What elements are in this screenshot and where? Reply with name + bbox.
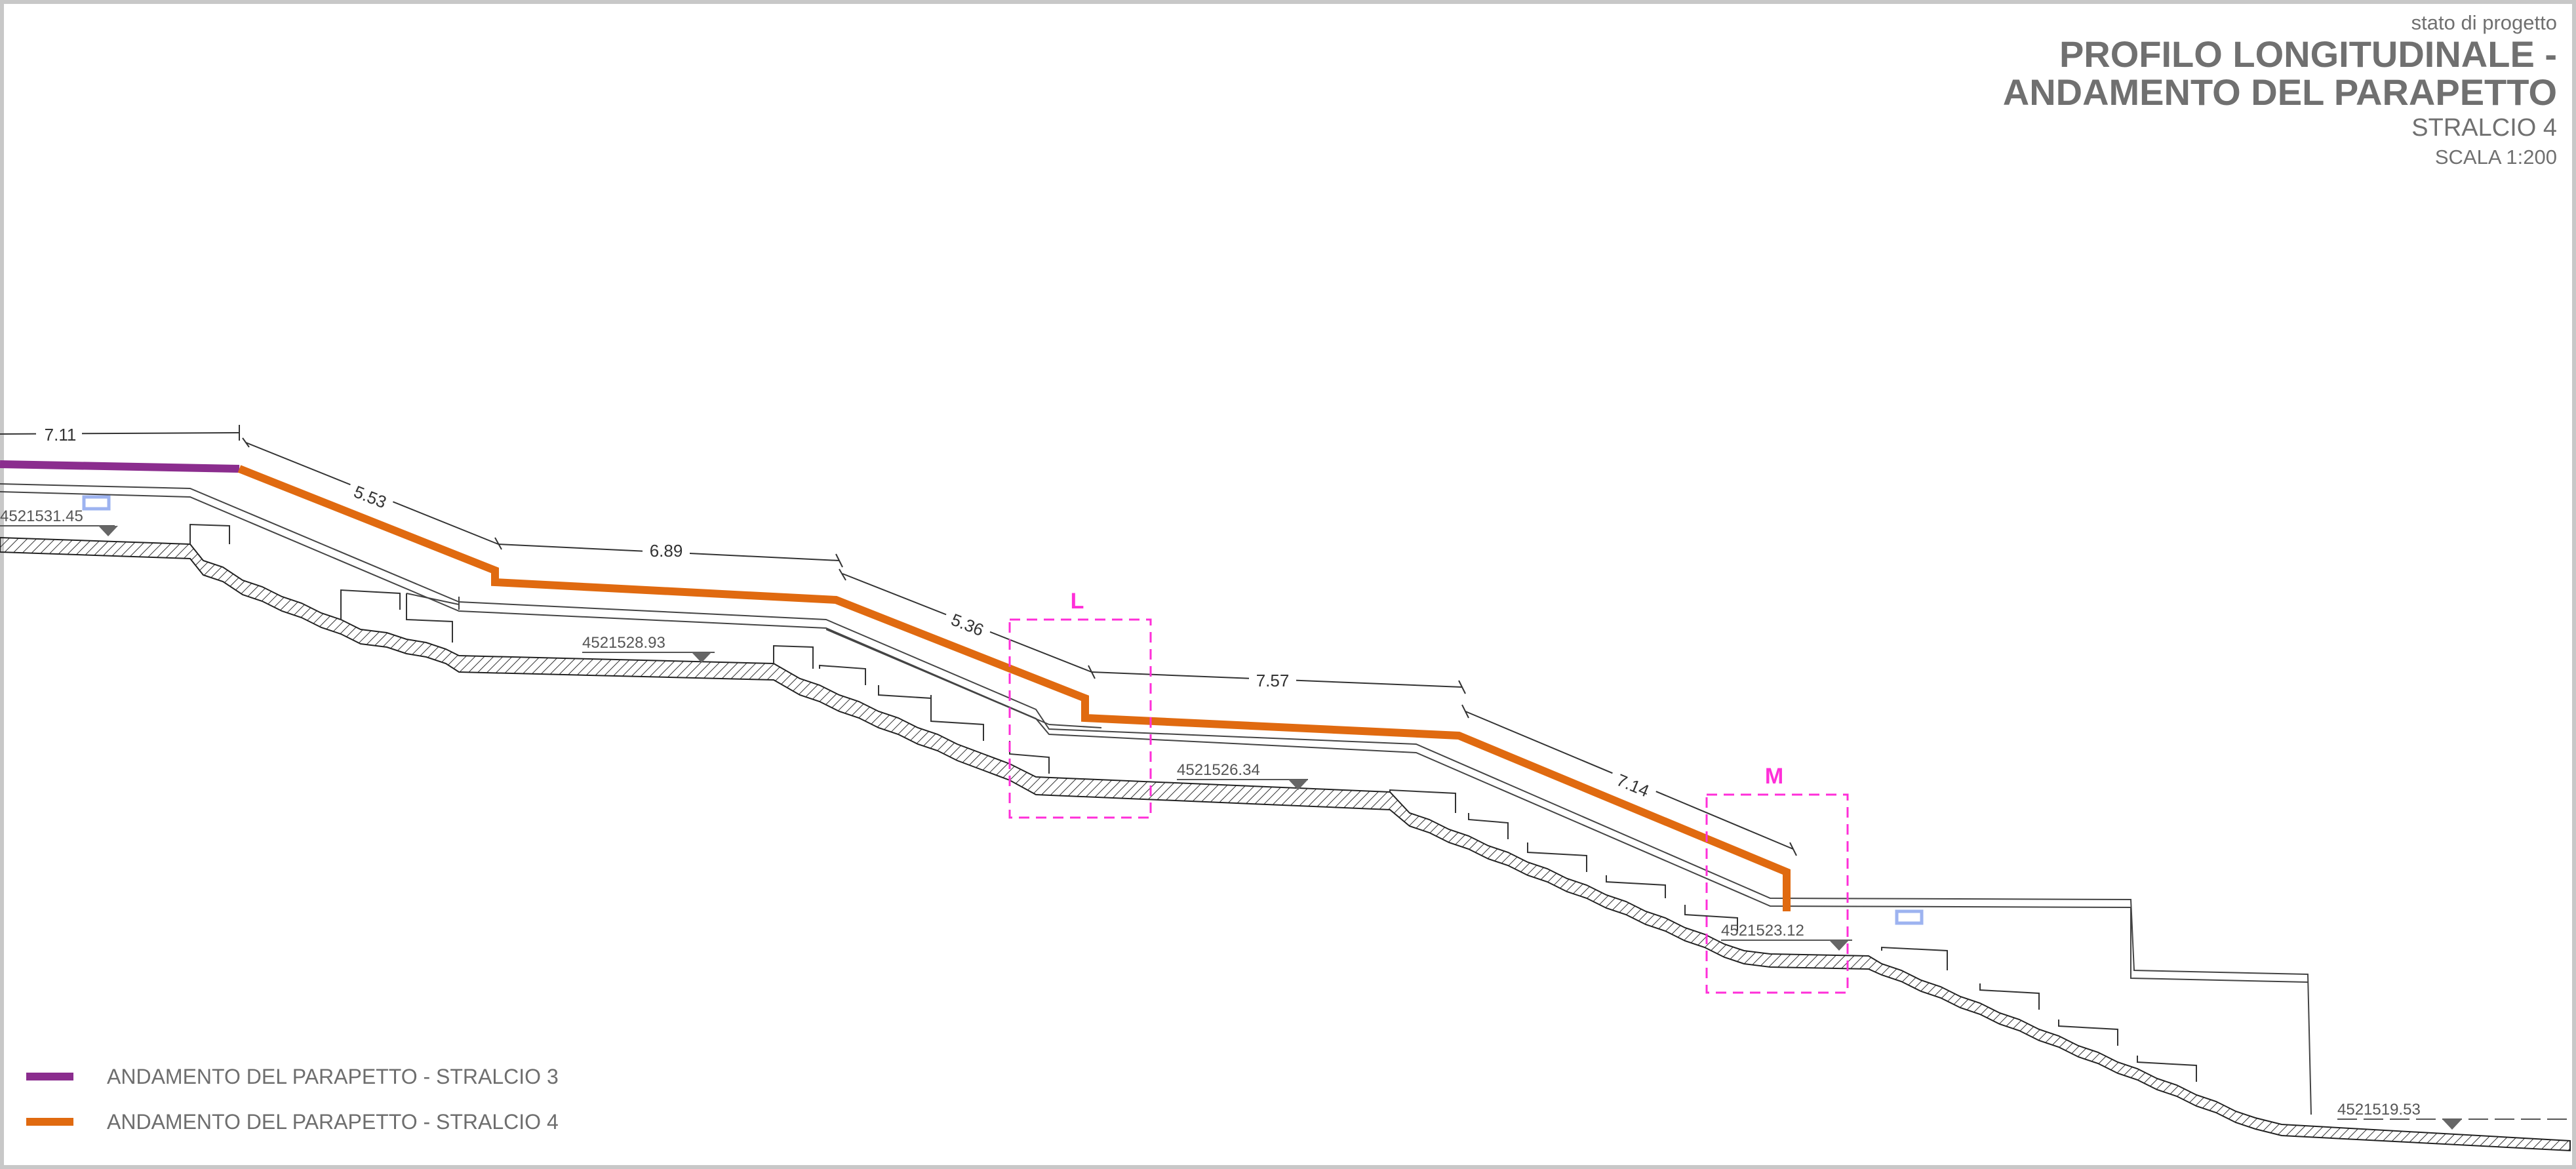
drawing-scale: SCALA 1:200 [2435, 146, 2557, 168]
parapet-structure [0, 483, 2312, 1115]
legend-label-stralcio3: ANDAMENTO DEL PARAPETTO - STRALCIO 3 [107, 1065, 559, 1088]
dimension-label: 6.89 [650, 541, 683, 561]
title-block: stato di progetto PROFILO LONGITUDINALE … [2003, 11, 2557, 168]
section-marker-icon [1895, 909, 1924, 925]
detail-box-l: L [1008, 589, 1152, 819]
drawing-title-line2: ANDAMENTO DEL PARAPETTO [2003, 71, 2557, 113]
stair-section [0, 523, 2571, 1152]
elevation-label: 4521523.12 [1721, 922, 1804, 940]
elevation-triangle-icon [1288, 780, 1308, 790]
section-marker-icon [82, 495, 111, 511]
elevation-markers: 4521531.45 4521528.93 4521526.34 4521523… [0, 507, 2570, 1130]
dimension-labels: 7.11 5.53 6.89 5.36 7.57 7.14 [36, 423, 1659, 804]
dimension-label: 7.11 [45, 425, 77, 445]
dimension-label: 7.57 [1256, 671, 1290, 690]
elevation-label: 4521526.34 [1177, 761, 1260, 779]
legend-label-stralcio4: ANDAMENTO DEL PARAPETTO - STRALCIO 4 [107, 1110, 559, 1134]
elevation-triangle-icon [692, 652, 711, 663]
parapet-line-stralcio3 [0, 460, 240, 473]
parapet-outline-lower [0, 491, 2308, 983]
elevation-label: 4521528.93 [582, 634, 665, 652]
elevation-triangle-icon [2442, 1119, 2462, 1130]
elevation-triangle-icon [98, 526, 118, 536]
parapet-outline-detail [406, 593, 1102, 728]
detail-label: L [1071, 589, 1084, 614]
drawing-stralcio: STRALCIO 4 [2411, 114, 2557, 142]
dimension-lines [0, 425, 1797, 856]
drawing-title-line1: PROFILO LONGITUDINALE - [2059, 33, 2557, 75]
elevation-label: 4521519.53 [2337, 1101, 2421, 1119]
elevation-label: 4521531.45 [0, 507, 83, 525]
stair-hatch [0, 536, 2571, 1152]
elevation-triangle-icon [1829, 940, 1849, 951]
parapet-line-stralcio4 [237, 465, 1791, 911]
stair-riser-lines [189, 523, 2197, 1082]
parapet-outline-upper [0, 483, 2312, 1115]
detail-label: M [1765, 764, 1783, 789]
drawing-state: stato di progetto [2411, 11, 2557, 34]
legend: ANDAMENTO DEL PARAPETTO - STRALCIO 3 AND… [26, 1065, 559, 1134]
detail-box-m: M [1705, 764, 1849, 994]
